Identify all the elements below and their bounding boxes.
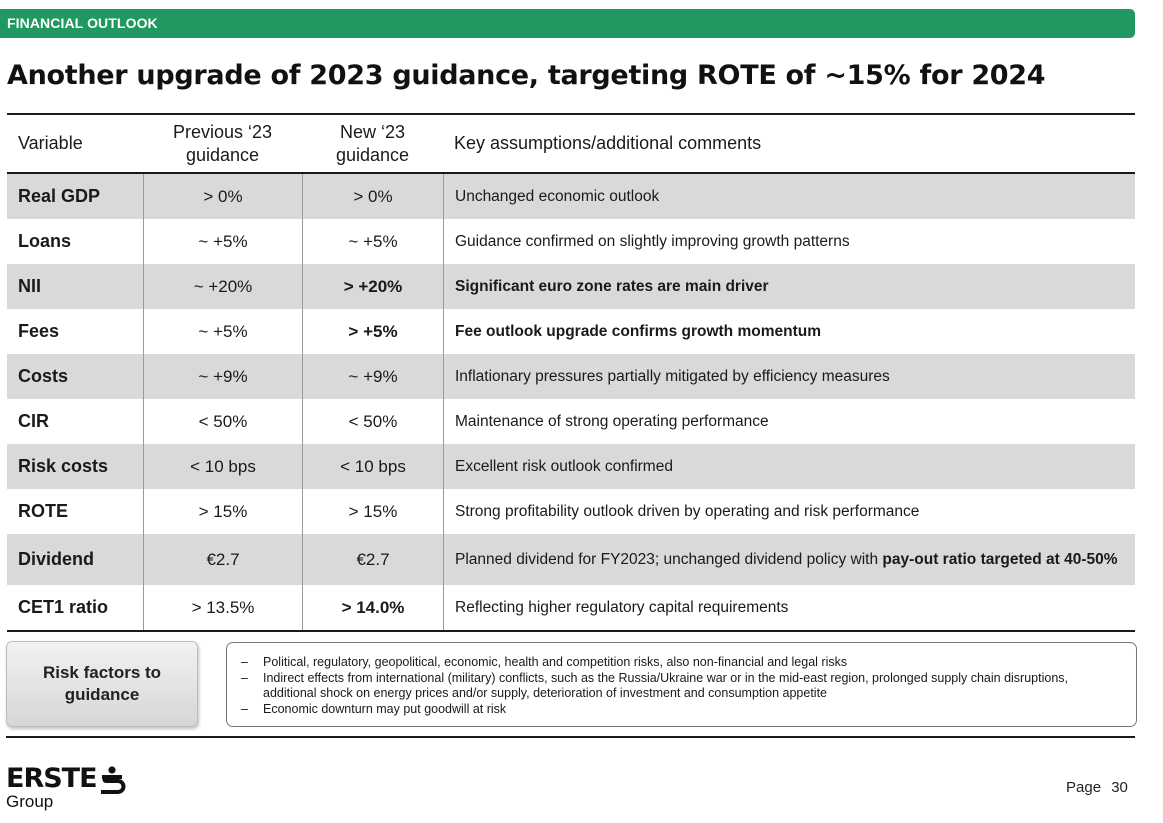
row-variable: Dividend xyxy=(18,549,95,569)
list-item: Economic downturn may put goodwill at ri… xyxy=(241,702,1122,718)
row-previous: < 50% xyxy=(143,399,302,444)
row-new: < 10 bps xyxy=(302,444,443,489)
row-variable: ROTE xyxy=(18,501,69,521)
row-comment: Reflecting higher regulatory capital req… xyxy=(443,585,1135,630)
page-title: Another upgrade of 2023 guidance, target… xyxy=(7,60,1046,91)
table-row-cir: CIR < 50% < 50% Maintenance of strong op… xyxy=(7,399,1135,444)
section-banner: FINANCIAL OUTLOOK xyxy=(0,9,1135,38)
row-new: > 0% xyxy=(302,174,443,219)
table-row-risk-costs: Risk costs < 10 bps < 10 bps Excellent r… xyxy=(7,444,1135,489)
risk-factors-label: Risk factors to guidance xyxy=(42,663,162,704)
row-new: > +5% xyxy=(302,309,443,354)
page-number: Page 30 xyxy=(1066,779,1128,796)
row-new: €2.7 xyxy=(302,534,443,585)
table-bottom-rule xyxy=(7,630,1135,632)
erste-s-mark-icon xyxy=(101,766,126,794)
row-previous: €2.7 xyxy=(143,534,302,585)
row-variable: Costs xyxy=(18,366,69,386)
dividend-comment-text: Planned dividend for FY2023; unchanged d… xyxy=(455,551,1118,569)
row-comment: Inflationary pressures partially mitigat… xyxy=(443,354,1135,399)
header-variable: Variable xyxy=(18,133,83,153)
table-row-real-gdp: Real GDP > 0% > 0% Unchanged economic ou… xyxy=(7,174,1135,219)
row-comment: Planned dividend for FY2023; unchanged d… xyxy=(443,534,1135,585)
dividend-comment-plain: Planned dividend for FY2023; unchanged d… xyxy=(455,550,883,568)
header-new-guidance: New ‘23 guidance xyxy=(335,121,410,165)
row-new: > 15% xyxy=(302,489,443,534)
row-previous: > 15% xyxy=(143,489,302,534)
row-variable: Real GDP xyxy=(18,186,101,206)
table-top-rule xyxy=(7,113,1135,115)
row-comment: Significant euro zone rates are main dri… xyxy=(443,264,1135,309)
row-comment: Fee outlook upgrade confirms growth mome… xyxy=(443,309,1135,354)
table-row-fees: Fees ~ +5% > +5% Fee outlook upgrade con… xyxy=(7,309,1135,354)
row-comment: Strong profitability outlook driven by o… xyxy=(443,489,1135,534)
risk-factors-box: Political, regulatory, geopolitical, eco… xyxy=(226,642,1137,727)
row-new: ~ +9% xyxy=(302,354,443,399)
row-comment: Excellent risk outlook confirmed xyxy=(443,444,1135,489)
logo-wordmark: ERSTE xyxy=(6,763,98,794)
list-item: Indirect effects from international (mil… xyxy=(241,671,1122,702)
row-previous: ~ +5% xyxy=(143,219,302,264)
table-row-cet1-ratio: CET1 ratio > 13.5% > 14.0% Reflecting hi… xyxy=(7,585,1135,630)
header-previous-guidance: Previous ‘23 guidance xyxy=(172,121,273,165)
row-previous: ~ +20% xyxy=(143,264,302,309)
row-previous: < 10 bps xyxy=(143,444,302,489)
row-variable: CET1 ratio xyxy=(18,597,109,617)
guidance-table: Variable Previous ‘23 guidance New ‘23 g… xyxy=(7,113,1135,632)
table-row-costs: Costs ~ +9% ~ +9% Inflationary pressures… xyxy=(7,354,1135,399)
row-previous: > 13.5% xyxy=(143,585,302,630)
risk-factors-list: Political, regulatory, geopolitical, eco… xyxy=(241,655,1122,717)
row-previous: > 0% xyxy=(143,174,302,219)
table-row-loans: Loans ~ +5% ~ +5% Guidance confirmed on … xyxy=(7,219,1135,264)
row-new: > 14.0% xyxy=(302,585,443,630)
row-new: > +20% xyxy=(302,264,443,309)
row-comment: Unchanged economic outlook xyxy=(443,174,1135,219)
header-comments: Key assumptions/additional comments xyxy=(454,133,762,153)
row-variable: Risk costs xyxy=(18,456,109,476)
row-new: ~ +5% xyxy=(302,219,443,264)
table-row-rote: ROTE > 15% > 15% Strong profitability ou… xyxy=(7,489,1135,534)
row-previous: ~ +5% xyxy=(143,309,302,354)
table-row-dividend: Dividend €2.7 €2.7 Planned dividend for … xyxy=(7,534,1135,585)
table-header-row: Variable Previous ‘23 guidance New ‘23 g… xyxy=(7,115,1135,172)
erste-group-logo: ERSTE Group xyxy=(6,765,136,820)
row-variable: Fees xyxy=(18,321,60,341)
row-variable: Loans xyxy=(18,231,72,251)
list-item: Political, regulatory, geopolitical, eco… xyxy=(241,655,1122,671)
risk-factors-button[interactable]: Risk factors to guidance xyxy=(6,641,198,727)
row-new: < 50% xyxy=(302,399,443,444)
row-comment: Guidance confirmed on slightly improving… xyxy=(443,219,1135,264)
row-comment: Maintenance of strong operating performa… xyxy=(443,399,1135,444)
row-variable: CIR xyxy=(18,411,49,431)
dividend-comment-bold: pay-out ratio targeted at 40-50% xyxy=(882,550,1118,568)
logo-subtitle: Group xyxy=(6,792,54,811)
table-header-rule xyxy=(7,172,1135,174)
footer-rule xyxy=(6,736,1135,738)
row-previous: ~ +9% xyxy=(143,354,302,399)
table-row-nii: NII ~ +20% > +20% Significant euro zone … xyxy=(7,264,1135,309)
row-variable: NII xyxy=(18,276,42,296)
